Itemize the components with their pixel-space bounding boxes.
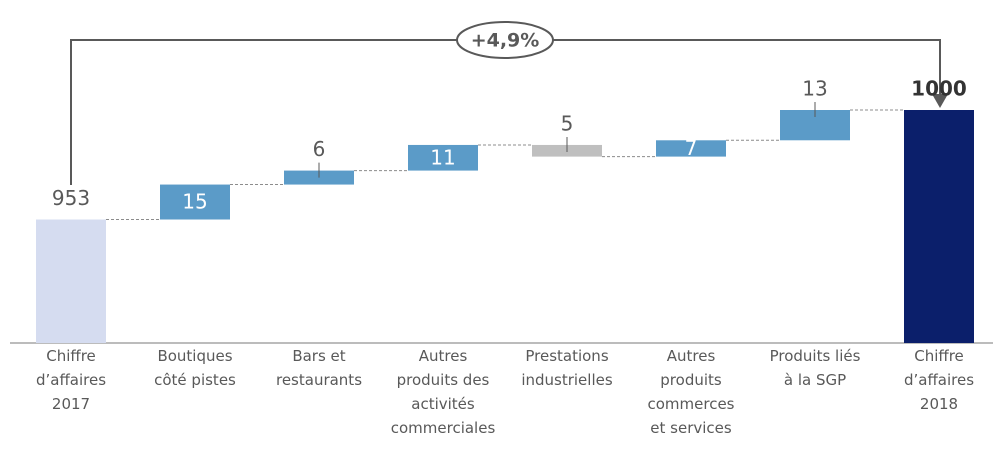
- bar: [36, 219, 106, 343]
- value-label: 7: [685, 136, 698, 160]
- x-tick-label: Boutiques côté pistes: [154, 347, 236, 389]
- x-tick-label: Prestations industrielles: [521, 347, 613, 389]
- x-tick-label: Autres produits commerces et services: [647, 347, 735, 437]
- value-label: 13: [802, 77, 827, 101]
- x-tick-label: Chiffre d’affaires 2017: [35, 347, 107, 413]
- bar: [656, 140, 726, 157]
- annotation: +4,9%: [471, 30, 540, 52]
- x-tick-label: Produits liés à la SGP: [769, 347, 861, 389]
- value-label: 11: [430, 145, 455, 169]
- x-tick-label: Chiffre d’affaires 2018: [903, 347, 975, 413]
- annotation-ellipse: [456, 21, 554, 59]
- bracket-left: [70, 39, 457, 185]
- value-label: 953: [52, 186, 90, 210]
- value-label: 1000: [911, 77, 967, 101]
- value-label: 5: [561, 111, 574, 135]
- bar: [408, 144, 478, 171]
- arrow-head: [932, 94, 948, 108]
- bar: [160, 184, 230, 220]
- x-tick-label: Bars et restaurants: [275, 347, 363, 389]
- x-tick-label: Autres produits des activités commercial…: [390, 347, 496, 437]
- value-label: 6: [313, 137, 326, 161]
- bar: [904, 110, 974, 343]
- value-label: 15: [182, 190, 207, 214]
- bracket-right: [553, 39, 941, 96]
